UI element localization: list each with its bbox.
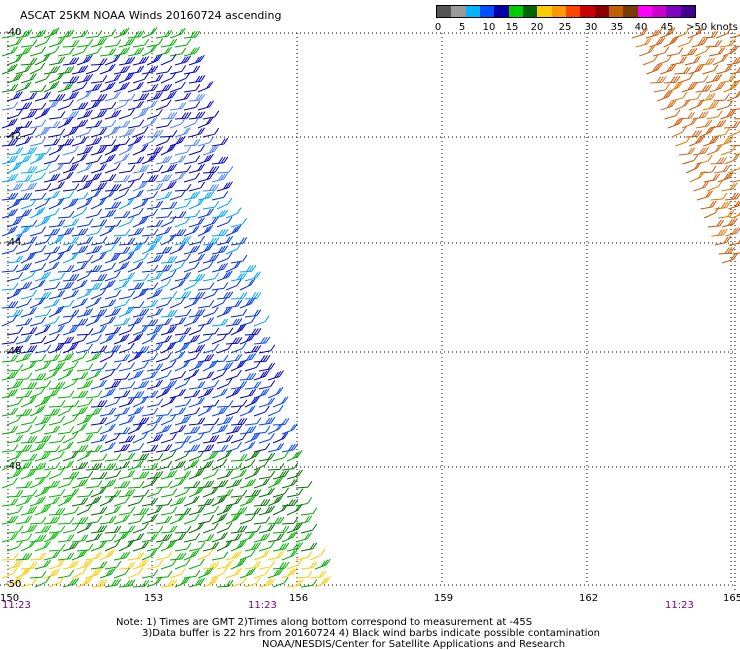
legend-label: 40 [634, 22, 648, 33]
legend-label: 25 [558, 22, 572, 33]
legend-label: 45 [660, 22, 674, 33]
note-line-2: 3)Data buffer is 22 hrs from 20160724 4)… [142, 628, 600, 639]
longitude-label: 150 [0, 593, 20, 604]
latitude-label: -42 [5, 131, 22, 142]
legend-label: 20 [530, 22, 544, 33]
legend-color-swatch [666, 6, 681, 17]
legend-label: 5 [458, 22, 466, 33]
legend-color-swatch [580, 6, 595, 17]
wind-barbs [1, 26, 331, 588]
legend-color-swatch [637, 6, 652, 17]
legend-color-swatch [551, 6, 566, 17]
legend-label: 35 [610, 22, 624, 33]
legend-label: 30 [584, 22, 598, 33]
latitude-label: -46 [5, 346, 22, 357]
legend-label: >50 knots [686, 22, 738, 33]
legend-color-swatch [608, 6, 624, 17]
longitude-label: 156 [289, 593, 309, 604]
legend-color-swatch [522, 6, 538, 17]
longitude-label: 153 [144, 593, 164, 604]
legend-label: 15 [505, 22, 519, 33]
map-title: ASCAT 25KM NOAA Winds 20160724 ascending [20, 9, 282, 22]
note-line-3: NOAA/NESDIS/Center for Satellite Applica… [262, 639, 566, 650]
latitude-label: -40 [5, 27, 22, 38]
time-label: 11:23 [248, 600, 277, 611]
legend-color-swatch [465, 6, 480, 17]
legend-color-swatch [680, 6, 695, 17]
legend-label: 0 [434, 22, 442, 33]
legend-color-swatch [508, 6, 523, 17]
legend-color-swatch [651, 6, 667, 17]
latitude-label: -50 [5, 579, 22, 590]
legend-color-swatch [623, 6, 638, 17]
legend-color-swatch [565, 6, 581, 17]
legend-color-swatch [437, 6, 452, 17]
wind-speed-color-scale [436, 5, 696, 18]
longitude-label: 159 [434, 593, 454, 604]
time-label: 11:23 [665, 600, 694, 611]
longitude-label: 162 [579, 593, 599, 604]
legend-color-swatch [479, 6, 495, 17]
note-line-1: Note: 1) Times are GMT 2)Times along bot… [116, 617, 533, 628]
legend-color-swatch [594, 6, 609, 17]
lat-lon-grid [0, 32, 736, 590]
legend-color-swatch [494, 6, 509, 17]
longitude-label: 165 [723, 593, 740, 604]
legend-color-swatch [537, 6, 552, 17]
latitude-label: -44 [5, 237, 22, 248]
legend-color-swatch [451, 6, 466, 17]
wind-barbs-east [631, 27, 740, 264]
legend-label: 10 [482, 22, 496, 33]
latitude-label: -48 [5, 461, 22, 472]
time-label: 11:23 [2, 600, 31, 611]
